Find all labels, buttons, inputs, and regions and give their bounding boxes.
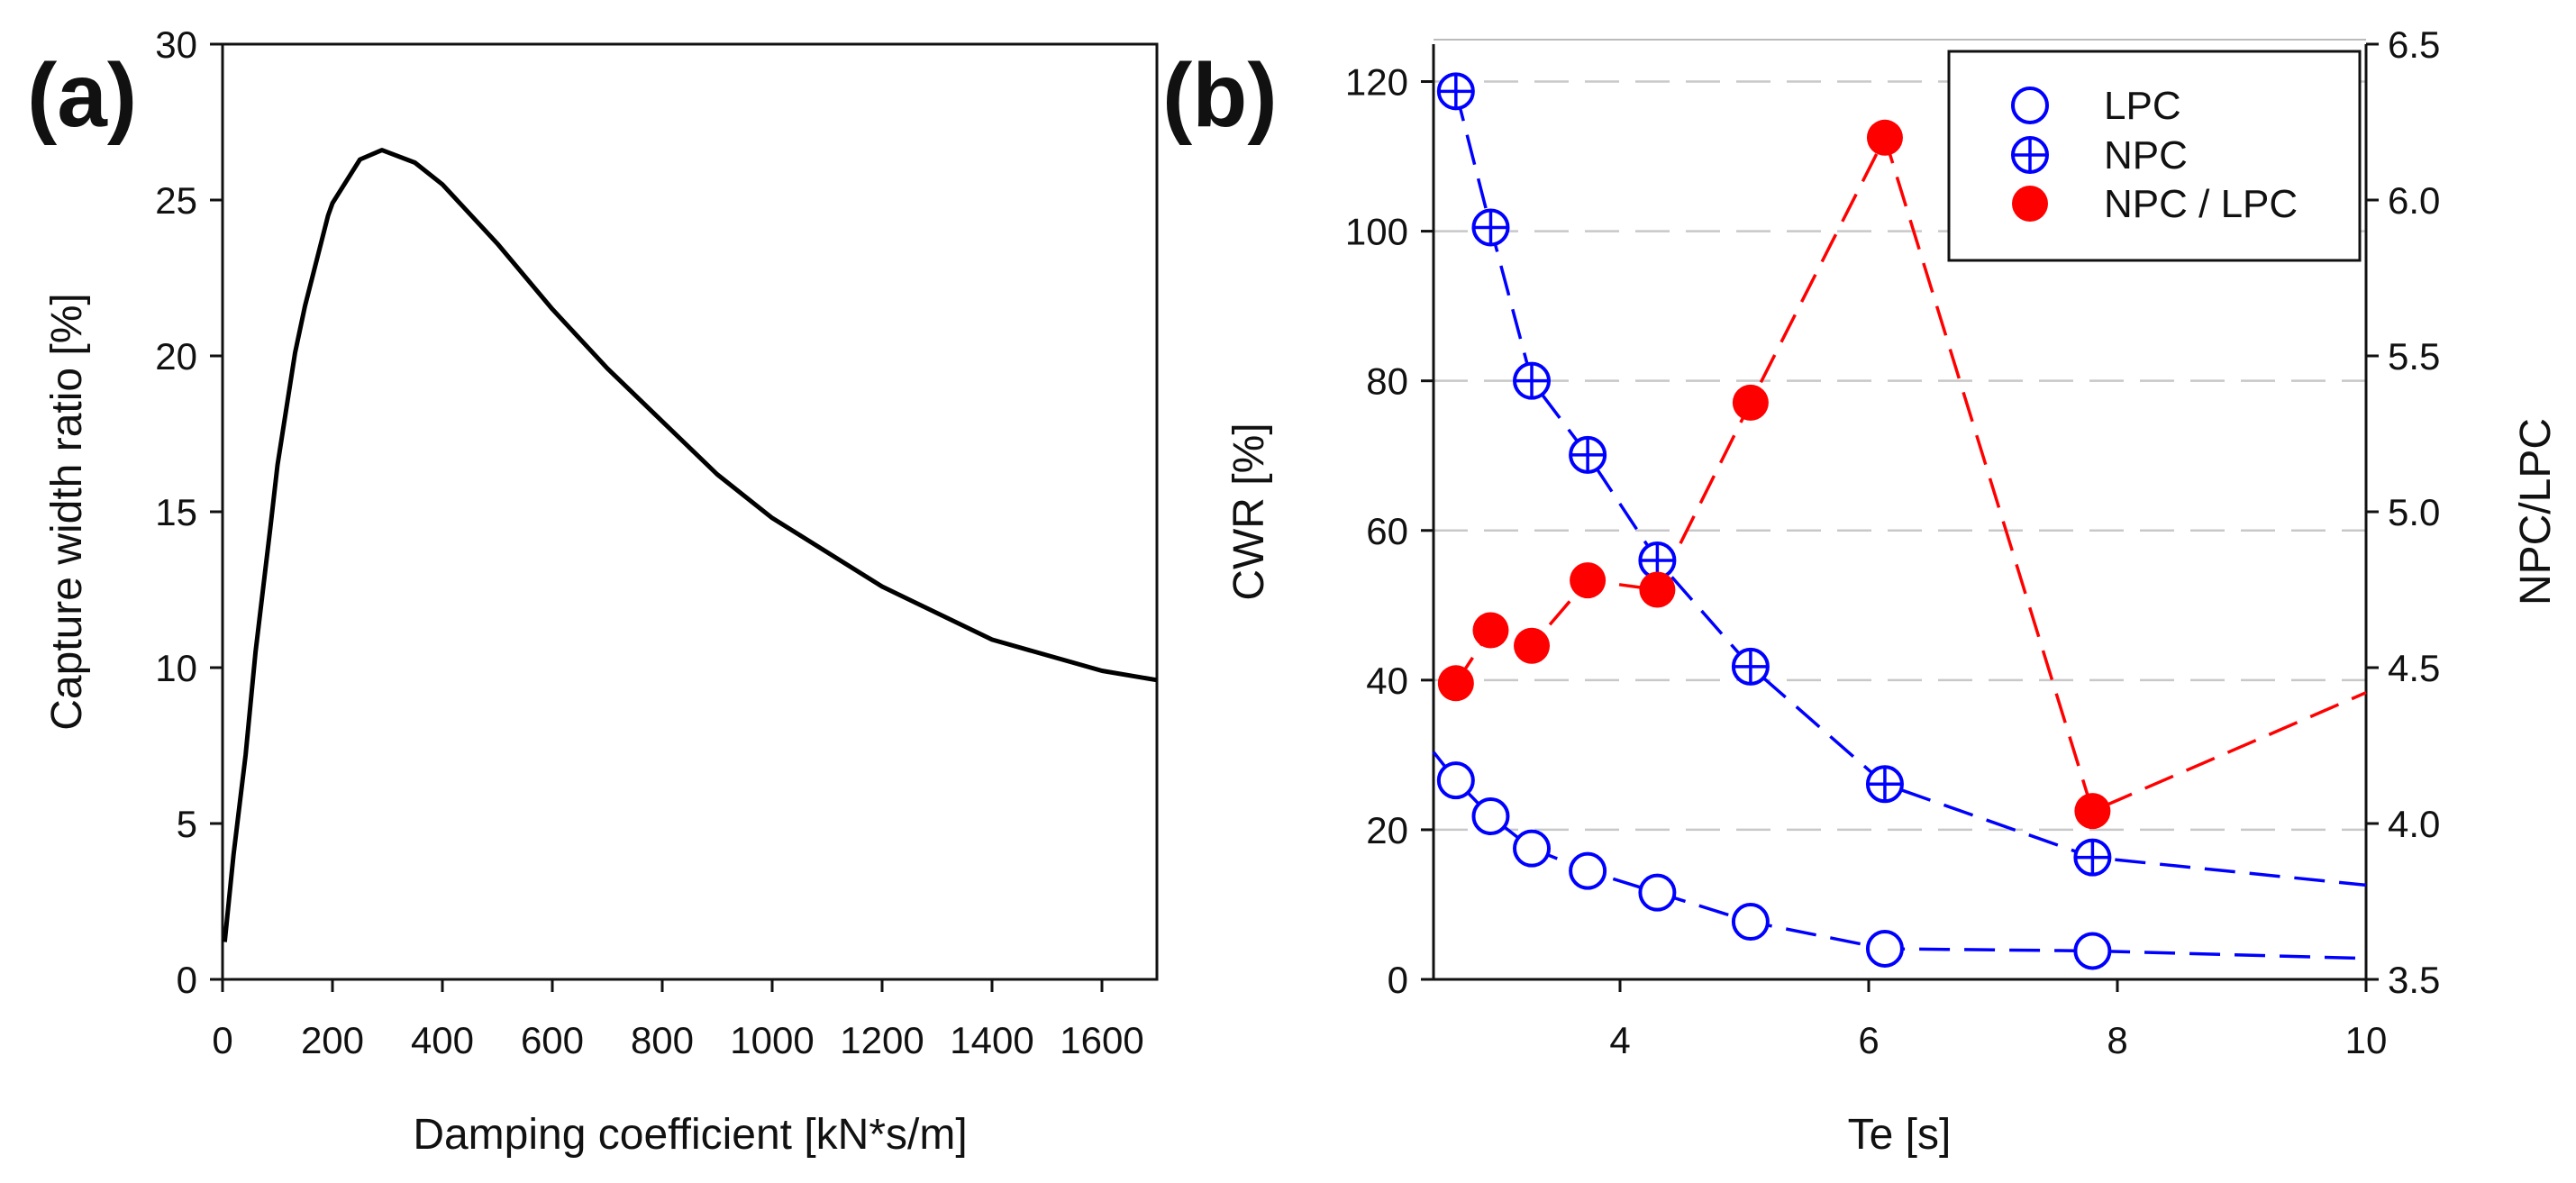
y-tick-label: 15 xyxy=(155,491,197,533)
x-tick-label: 1600 xyxy=(1060,1019,1143,1061)
legend-label-lpc: LPC xyxy=(2104,84,2181,128)
lpc-point xyxy=(1471,796,1510,835)
lpc-line xyxy=(1432,751,2367,960)
y-tick-label: 40 xyxy=(1366,660,1408,702)
legend-marker-npc-lpc xyxy=(2012,186,2048,222)
x-tick-label: 0 xyxy=(212,1019,232,1061)
panel-a-plot: 0 200 400 600 800 1000 1200 1400 1600 0 5 10 15 20 25 3… xyxy=(155,23,1159,1061)
legend-marker-lpc xyxy=(2011,86,2049,124)
x-tick-label: 1000 xyxy=(730,1019,814,1061)
npc-lpc-point xyxy=(2074,793,2111,830)
panel-b-x-axis-title: Te [s] xyxy=(1848,1111,1952,1159)
lpc-point xyxy=(1436,761,1475,800)
y2-tick-label: 3.5 xyxy=(2388,959,2440,1001)
legend-label-npc-lpc: NPC / LPC xyxy=(2104,182,2298,226)
panel-b-label: (b) xyxy=(1162,45,1278,146)
x-tick-label: 8 xyxy=(2107,1019,2127,1061)
npc-lpc-point xyxy=(1514,627,1551,664)
lpc-point xyxy=(2073,932,2112,970)
panel-b-y2-axis-title: NPC/LPC xyxy=(2512,418,2560,605)
lpc-point xyxy=(1638,873,1677,912)
panel-a-label: (a) xyxy=(27,45,137,146)
y2-tick-label: 5.0 xyxy=(2388,491,2440,533)
x-tick-label: 1400 xyxy=(950,1019,1033,1061)
legend-label-npc: NPC xyxy=(2104,133,2188,177)
x-tick-label: 6 xyxy=(1858,1019,1879,1061)
npc-lpc-point xyxy=(1472,612,1509,649)
y-tick-label: 120 xyxy=(1345,61,1408,104)
y-tick-label: 80 xyxy=(1366,360,1408,403)
panel-a-y-axis-title: Capture width ratio [%] xyxy=(43,293,91,731)
x-tick-label: 200 xyxy=(301,1019,364,1061)
y2-tick-label: 6.5 xyxy=(2388,23,2440,66)
npc-lpc-point xyxy=(1732,384,1769,421)
npc-lpc-point xyxy=(1570,562,1607,599)
panel-a-x-axis-title: Damping coefficient [kN*s/m] xyxy=(413,1111,967,1159)
npc-lpc-point xyxy=(1866,119,1903,156)
x-tick-label: 1200 xyxy=(840,1019,924,1061)
y2-tick-label: 5.5 xyxy=(2388,335,2440,378)
npc-lpc-line xyxy=(1454,133,2367,814)
y2-tick-label: 4.0 xyxy=(2388,803,2440,845)
cwr-curve xyxy=(222,148,1158,942)
y-tick-label: 5 xyxy=(177,803,197,845)
x-tick-label: 10 xyxy=(2345,1019,2388,1061)
npc-lpc-point xyxy=(1639,571,1676,608)
x-tick-label: 800 xyxy=(631,1019,694,1061)
y-tick-label: 100 xyxy=(1345,211,1408,253)
y-tick-label: 30 xyxy=(155,23,197,66)
lpc-point xyxy=(1865,929,1904,968)
y-tick-label: 0 xyxy=(1388,959,1408,1001)
lpc-point xyxy=(1513,829,1552,868)
lpc-point xyxy=(1731,903,1770,942)
legend: LPC NPC NPC / LPC xyxy=(1947,50,2362,262)
npc-lpc-point xyxy=(1437,665,1474,702)
y-tick-label: 10 xyxy=(155,647,197,689)
y-tick-label: 60 xyxy=(1366,510,1408,552)
y-tick-label: 20 xyxy=(1366,809,1408,851)
y2-tick-label: 4.5 xyxy=(2388,647,2440,689)
panel-b-y-axis-title: CWR [%] xyxy=(1225,423,1273,600)
y-tick-label: 20 xyxy=(155,335,197,378)
x-tick-label: 400 xyxy=(411,1019,474,1061)
y-tick-label: 25 xyxy=(155,179,197,222)
x-tick-label: 600 xyxy=(521,1019,584,1061)
y-tick-label: 0 xyxy=(177,959,197,1001)
lpc-point xyxy=(1569,851,1607,890)
y2-tick-label: 6.0 xyxy=(2388,179,2440,222)
panel-b-plot: 4 6 8 100204060801001203.54.04.55.05.56.06.… xyxy=(1345,23,2440,1061)
x-tick-label: 4 xyxy=(1609,1019,1630,1061)
